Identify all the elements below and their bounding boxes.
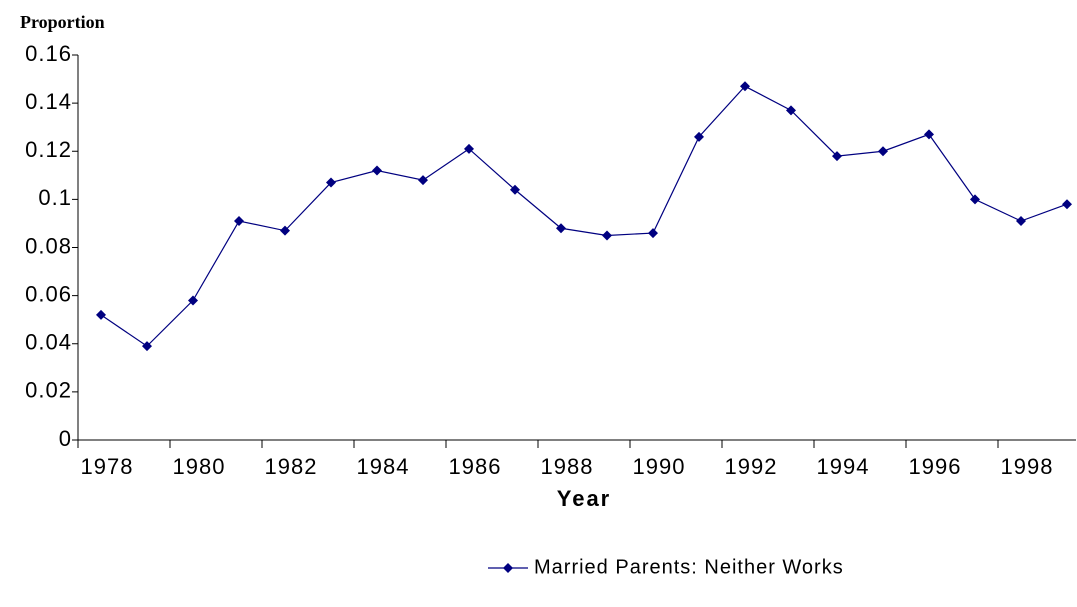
legend-label: Married Parents: Neither Works <box>534 556 844 578</box>
point <box>418 175 428 186</box>
point <box>1016 216 1026 227</box>
point <box>188 295 198 306</box>
point <box>694 131 704 142</box>
legend-marker <box>503 563 513 573</box>
x-tick-label: 1990 <box>633 454 686 479</box>
x-tick-label: 1980 <box>173 454 226 479</box>
x-tick-label: 1978 <box>81 454 134 479</box>
x-tick-label: 1994 <box>817 454 870 479</box>
point <box>970 194 980 205</box>
x-tick-label: 1984 <box>357 454 410 479</box>
point <box>142 341 152 352</box>
point <box>832 151 842 162</box>
x-axis-label: Year <box>557 486 612 511</box>
point <box>648 228 658 239</box>
y-tick-label: 0.04 <box>25 330 72 355</box>
y-tick-label: 0.16 <box>25 41 72 66</box>
point <box>234 216 244 227</box>
point <box>510 184 520 195</box>
point <box>96 309 106 320</box>
x-tick-label: 1992 <box>725 454 778 479</box>
y-tick-label: 0.06 <box>25 281 72 306</box>
point <box>924 129 934 140</box>
x-tick-label: 1998 <box>1001 454 1054 479</box>
y-tick-label: 0.14 <box>25 89 72 114</box>
y-tick-label: 0.1 <box>38 185 72 210</box>
point <box>280 225 290 236</box>
x-tick-label: 1996 <box>909 454 962 479</box>
point <box>740 81 750 92</box>
chart-title: Proportion <box>20 12 105 32</box>
point <box>326 177 336 188</box>
point <box>1062 199 1072 210</box>
x-tick-label: 1982 <box>265 454 318 479</box>
point <box>602 230 612 241</box>
y-tick-label: 0.12 <box>25 137 72 162</box>
series-line <box>100 85 1068 347</box>
point <box>372 165 382 176</box>
y-tick-label: 0.02 <box>25 378 72 403</box>
point <box>878 146 888 157</box>
y-tick-label: 0 <box>59 426 72 451</box>
point <box>464 143 474 154</box>
y-tick-label: 0.08 <box>25 233 72 258</box>
point <box>556 223 566 234</box>
x-tick-label: 1986 <box>449 454 502 479</box>
point <box>786 105 796 116</box>
x-tick-label: 1988 <box>541 454 594 479</box>
